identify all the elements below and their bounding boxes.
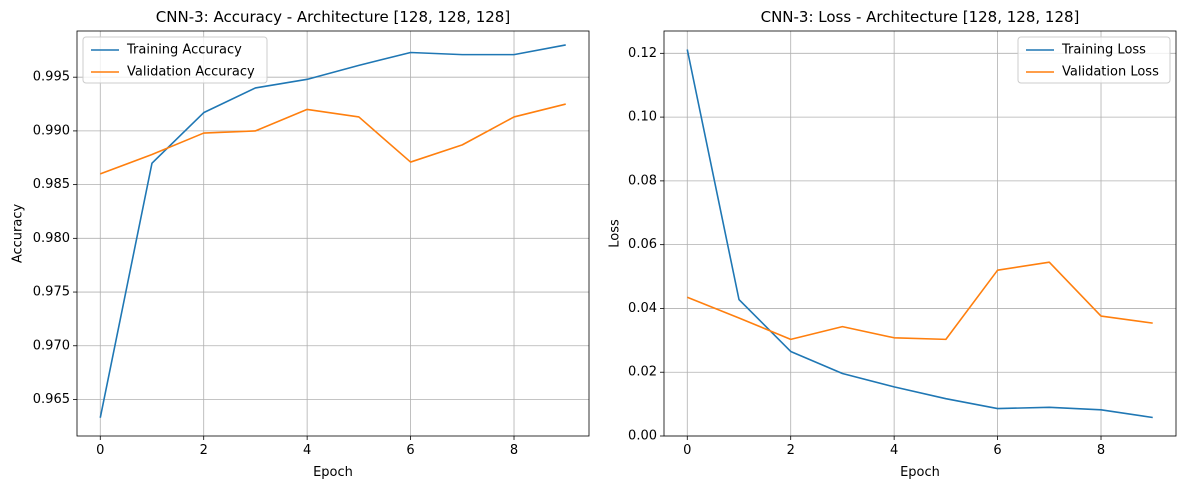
series-line-0 (99, 44, 566, 418)
series-line-1 (686, 261, 1153, 341)
x-axis-label: Epoch (313, 465, 353, 480)
y-tick-label: 0.12 (628, 46, 657, 61)
x-tick-label: 8 (1097, 443, 1105, 458)
x-tick-label: 4 (303, 443, 311, 458)
legend-box (82, 36, 268, 84)
series-group (99, 44, 566, 418)
y-tick-label: 0.965 (33, 392, 70, 407)
y-tick-label: 0.00 (628, 429, 657, 444)
y-axis-label: Accuracy (11, 204, 26, 264)
series-group (686, 49, 1153, 419)
legend-label: Training Accuracy (126, 43, 242, 58)
legend-box (1017, 36, 1171, 84)
x-tick-label: 4 (890, 443, 898, 458)
y-tick-label: 0.06 (628, 237, 657, 252)
x-tick-label: 0 (96, 443, 104, 458)
y-tick-label: 0.980 (33, 231, 70, 246)
y-tick-label: 0.990 (33, 123, 70, 138)
y-tick-label: 0.970 (33, 338, 70, 353)
series-line-0 (686, 49, 1153, 419)
x-tick-label: 0 (683, 443, 691, 458)
plot-frame (76, 30, 590, 437)
y-tick-label: 0.04 (628, 301, 657, 316)
y-axis-label: Loss (608, 219, 623, 248)
x-tick-label: 6 (993, 443, 1001, 458)
y-tick-label: 0.10 (628, 110, 657, 125)
ticks: 0 2 4 6 8 0.00 0.02 0.04 0.06 0.08 0.10 0.12 (628, 46, 1105, 458)
legend: Training Accuracy Validation Accuracy (82, 36, 268, 84)
x-tick-label: 6 (406, 443, 414, 458)
chart-title: CNN-3: Accuracy - Architecture [128, 128… (156, 8, 510, 26)
loss-chart: CNN-3: Loss - Architecture [128, 128, 12… (608, 8, 1177, 480)
accuracy-chart: CNN-3: Accuracy - Architecture [128, 128… (11, 8, 590, 480)
plot-frame (663, 30, 1177, 437)
grid (77, 31, 589, 436)
legend-label: Training Loss (1061, 43, 1146, 58)
legend-label: Validation Accuracy (127, 65, 255, 80)
ticks: 0 2 4 6 8 0.965 0.970 0.975 0.980 0.985 0.990 0.995 (33, 70, 518, 458)
legend: Training Loss Validation Loss (1017, 36, 1171, 84)
y-tick-label: 0.975 (33, 285, 70, 300)
y-tick-label: 0.02 (628, 365, 657, 380)
y-tick-label: 0.995 (33, 70, 70, 85)
x-axis-label: Epoch (900, 465, 940, 480)
legend-label: Validation Loss (1062, 65, 1159, 80)
series-line-1 (99, 103, 566, 175)
y-tick-label: 0.08 (628, 173, 657, 188)
x-tick-label: 8 (510, 443, 518, 458)
y-tick-label: 0.985 (33, 177, 70, 192)
x-tick-label: 2 (200, 443, 208, 458)
chart-title: CNN-3: Loss - Architecture [128, 128, 12… (761, 8, 1080, 26)
grid (664, 31, 1176, 437)
x-tick-label: 2 (787, 443, 795, 458)
